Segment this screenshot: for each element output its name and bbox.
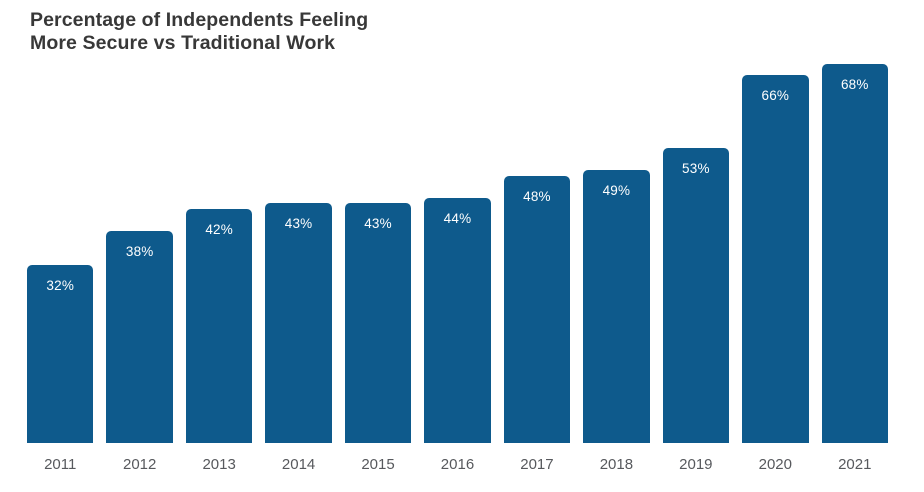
- x-axis-tick-2021: 2021: [838, 456, 872, 473]
- x-axis-tick-2014: 2014: [281, 456, 316, 473]
- bar-value-label: 42%: [205, 222, 233, 237]
- bar-2012: 38%: [106, 231, 173, 443]
- bar-2015: 43%: [344, 203, 412, 443]
- bar-value-label: 44%: [443, 210, 472, 226]
- bar-2021: 68%: [821, 64, 888, 443]
- bar-value-label: 66%: [761, 88, 790, 104]
- bar-value-label: 48%: [523, 188, 551, 204]
- bar-2013: 42%: [185, 209, 253, 443]
- bar-2017: 48%: [503, 175, 571, 443]
- bar-value-label: 68%: [840, 77, 869, 93]
- bar-2014: 43%: [265, 203, 332, 443]
- bar-2016: 44%: [424, 197, 491, 443]
- bar-value-label: 53%: [682, 160, 710, 176]
- x-axis-tick-2017: 2017: [520, 456, 554, 473]
- bar-value-label: 32%: [46, 277, 75, 293]
- plot-area: 32% 38% 42% 43% 43% 44% 48% 49% 53% 66% 68%: [27, 53, 888, 443]
- x-axis: 2011 2012 2013 2014 2015 2016 2017 2018 2019 2020…: [27, 443, 888, 492]
- bar-2020: 66%: [742, 75, 809, 443]
- x-axis-tick-2018: 2018: [599, 456, 634, 473]
- x-axis-tick-2012: 2012: [122, 456, 157, 473]
- bar-value-label: 49%: [602, 183, 631, 198]
- x-axis-tick-2019: 2019: [679, 456, 713, 473]
- bar-value-label: 43%: [364, 216, 392, 232]
- x-axis-tick-2013: 2013: [202, 456, 236, 473]
- chart-title-line2: More Secure vs Traditional Work: [30, 32, 336, 54]
- bar-2019: 53%: [662, 147, 730, 443]
- x-axis-tick-2011: 2011: [44, 456, 77, 473]
- x-axis-tick-2020: 2020: [758, 456, 792, 473]
- bar-value-label: 38%: [125, 244, 154, 260]
- bar-value-label: 43%: [284, 216, 313, 232]
- bar-2018: 49%: [583, 170, 650, 443]
- x-axis-tick-2016: 2016: [440, 456, 475, 473]
- bar-2011: 32%: [27, 264, 94, 443]
- chart-title: Percentage of Independents Feeling More …: [30, 9, 368, 55]
- chart-title-line1: Percentage of Independents Feeling: [30, 9, 369, 31]
- x-axis-tick-2015: 2015: [361, 456, 395, 473]
